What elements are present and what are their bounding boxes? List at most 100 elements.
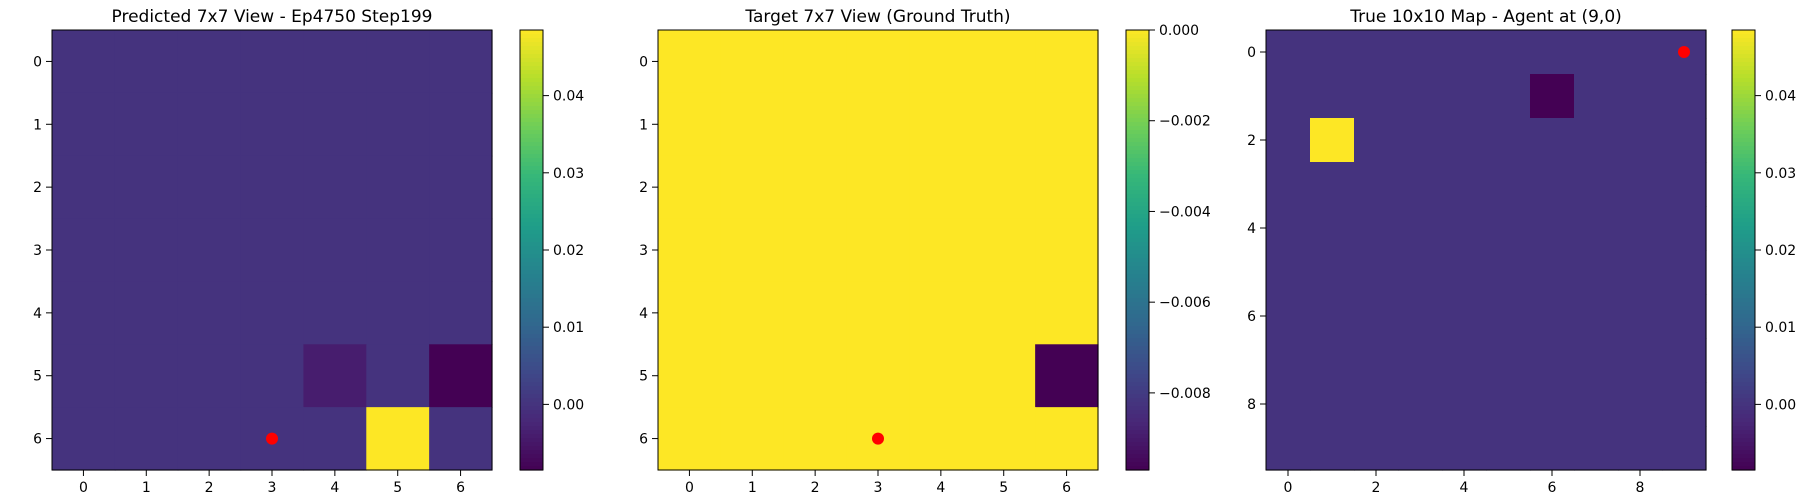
heatmap-cell [1662,162,1707,207]
colorbar-segment [520,342,543,347]
colorbar-segment [520,166,543,171]
heatmap-cell [1662,426,1707,471]
heatmap-cell [429,155,493,220]
colorbar-segment [520,446,543,451]
heatmap-cell [1035,281,1099,345]
colorbar-segment [520,414,543,419]
colorbar-segment [1732,390,1755,395]
colorbar-segment [1126,398,1149,403]
colorbar-segment [1732,330,1755,335]
colorbar-segment [1732,238,1755,243]
colorbar-segment [1732,110,1755,115]
x-tick-label: 4 [1460,480,1469,496]
heatmap-cell [1310,426,1355,471]
colorbar-segment [1732,122,1755,127]
colorbar-segment [1126,306,1149,311]
colorbar-segment [1732,166,1755,171]
colorbar-tick-label: 0.03 [1765,166,1796,182]
colorbar-segment [1732,130,1755,135]
colorbar-segment [1732,54,1755,59]
colorbar-segment [520,290,543,295]
colorbar-segment [1126,38,1149,43]
colorbar-segment [520,150,543,155]
heatmap-cell [1662,294,1707,339]
colorbar-tick-label: −0.004 [1159,204,1211,220]
colorbar-segment [1126,142,1149,147]
heatmap-cell [1530,206,1575,251]
heatmap-cell [1662,206,1707,251]
heatmap-cell [52,92,116,157]
y-tick-label: 4 [1247,221,1256,237]
x-axis-ticks: 0 1 2 3 4 5 6 [79,470,465,496]
colorbar-ticks: 0.00 0.01 0.02 0.03 0.04 [543,89,584,413]
heatmap-cell [658,155,722,220]
heatmap-cell [240,218,305,283]
colorbar-tick-label: −0.002 [1159,114,1211,130]
heatmap-cell [1618,294,1663,339]
panel-true-map: True 10x10 Map - Agent at (9,0) 0 2 4 6 8 0 2… [1247,7,1796,496]
heatmap-cell [972,407,1036,471]
heatmap-cell [429,407,493,471]
colorbar-segment [520,142,543,147]
colorbar-tick-label: 0.02 [553,243,584,259]
heatmap-cell [177,92,242,157]
heatmap-cell [1574,382,1619,427]
y-tick-label: 6 [33,432,42,448]
heatmap-cell [240,155,305,220]
y-tick-label: 4 [639,306,648,322]
colorbar-segment [1732,386,1755,391]
colorbar-segment [1126,150,1149,155]
heatmap-cell [1354,206,1399,251]
colorbar-tick-label: 0.02 [1765,243,1796,259]
x-tick-label: 0 [685,480,694,496]
colorbar-segment [1732,254,1755,259]
colorbar-segment [1126,50,1149,55]
heatmap-cell [1618,426,1663,471]
heatmap-cell [1530,162,1575,207]
colorbar-segment [1732,206,1755,211]
heatmap-cell [1398,294,1443,339]
heatmap-cell [1574,30,1619,75]
colorbar-segment [520,426,543,431]
heatmap-cell [429,30,493,94]
colorbar-segment [520,146,543,151]
colorbar-tick-label: 0.04 [1765,89,1796,105]
colorbar-segment [520,74,543,79]
colorbar-segment [1126,346,1149,351]
colorbar-segment [1126,330,1149,335]
colorbar-segment [520,286,543,291]
colorbar-segment [1732,358,1755,363]
colorbar-segment [1732,270,1755,275]
heatmap-cell [52,281,116,345]
colorbar-segment [1732,246,1755,251]
heatmap-cell [1574,250,1619,295]
colorbar-segment [520,350,543,355]
heatmap-cell [1266,294,1311,339]
heatmap-cell [1574,338,1619,383]
heatmap-cell [1574,206,1619,251]
plot-frame [1265,29,1707,471]
colorbar-segment [520,134,543,139]
colorbar-segment [1732,434,1755,439]
heatmap-cell [972,344,1036,408]
heatmap-cell [1442,338,1487,383]
colorbar-segment [1126,350,1149,355]
y-tick-label: 0 [639,54,648,70]
heatmap-cell [658,281,722,345]
heatmap-cell [720,30,785,94]
heatmap-cell [1530,118,1575,163]
colorbar-segment [520,54,543,59]
colorbar-segment [520,194,543,199]
colorbar-segment [520,210,543,215]
heatmap-cell [1354,118,1399,163]
colorbar-tick-label: 0.03 [553,166,584,182]
colorbar-segment [520,274,543,279]
colorbar-segment [520,382,543,387]
colorbar-segment [1126,174,1149,179]
heatmap-cell [1354,338,1399,383]
colorbar-segment [1126,254,1149,259]
x-tick-label: 6 [1062,480,1071,496]
colorbar-segment [1732,314,1755,319]
colorbar-segment [1732,214,1755,219]
colorbar-segment [520,338,543,343]
